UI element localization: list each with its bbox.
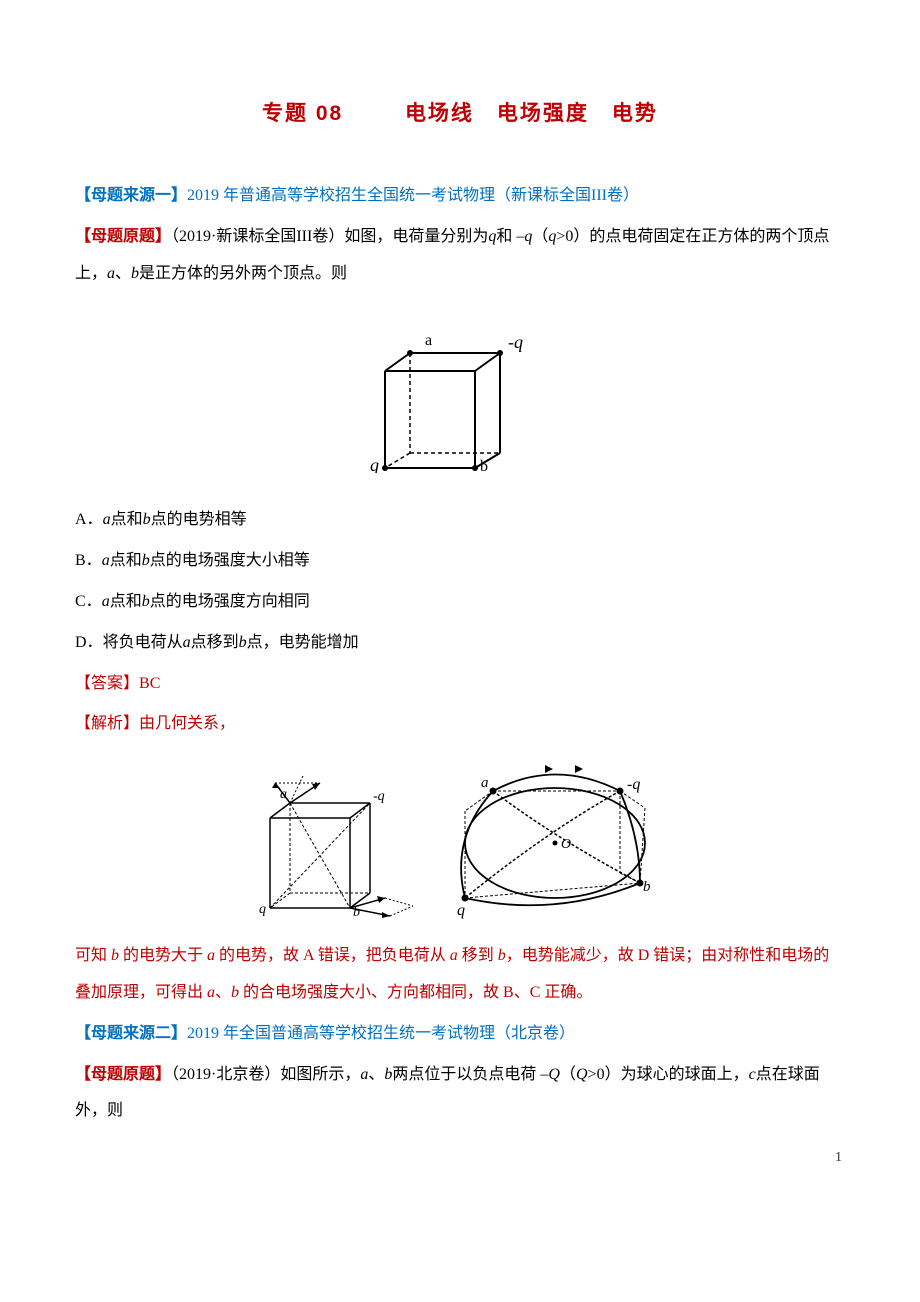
svg-text:b: b [480, 458, 488, 473]
svg-text:O: O [561, 837, 571, 852]
svg-text:a: a [425, 332, 432, 349]
option-a: A．a点和b点的电势相等 [75, 502, 845, 539]
source-one-text: 2019 年普通高等学校招生全国统一考试物理（新课标全国III卷） [187, 187, 639, 204]
source-two: 【母题来源二】2019 年全国普通高等学校招生统一考试物理（北京卷） [75, 1016, 845, 1053]
source-two-label: 【母题来源二】 [75, 1025, 187, 1042]
svg-text:-q: -q [508, 332, 523, 352]
svg-text:q: q [457, 902, 465, 919]
answer-text: BC [139, 675, 160, 692]
analysis-figures: a -q q b O a -q q b [75, 753, 845, 923]
title-main: 电场线 电场强度 电势 [405, 102, 658, 125]
question-one-label: 【母题原题】 [75, 228, 171, 245]
question-two-stem: 【母题原题】（2019·北京卷）如图所示，a、b两点位于以负点电荷 –Q（Q>0… [75, 1057, 845, 1131]
option-b: B．a点和b点的电场强度大小相等 [75, 543, 845, 580]
svg-text:q: q [370, 455, 379, 473]
svg-text:b: b [643, 879, 651, 895]
option-d: D．将负电荷从a点移到b点，电势能增加 [75, 625, 845, 662]
document-title: 专题 08 电场线 电场强度 电势 [75, 90, 845, 138]
svg-text:-q: -q [627, 776, 640, 793]
page-number: 1 [835, 1142, 842, 1174]
source-one-label: 【母题来源一】 [75, 187, 187, 204]
question-two-label: 【母题原题】 [75, 1066, 171, 1083]
svg-text:-q: -q [373, 789, 385, 804]
option-c: C．a点和b点的电场强度方向相同 [75, 584, 845, 621]
analysis-intro: 【解析】由几何关系， [75, 706, 845, 743]
answer-label: 【答案】 [75, 675, 139, 692]
source-two-text: 2019 年全国普通高等学校招生统一考试物理（北京卷） [187, 1025, 575, 1042]
title-prefix: 专题 08 [262, 102, 343, 125]
svg-text:a: a [481, 775, 489, 791]
sphere-diagram: O a -q q b [445, 753, 675, 923]
cube-with-vectors: a -q q b [245, 758, 435, 918]
answer-line: 【答案】BC [75, 666, 845, 703]
source-one: 【母题来源一】2019 年普通高等学校招生全国统一考试物理（新课标全国III卷） [75, 178, 845, 215]
analysis-body: 可知 b 的电势大于 a 的电势，故 A 错误，把负电荷从 a 移到 b，电势能… [75, 938, 845, 1012]
figure-cube: a -q q b [75, 303, 845, 488]
analysis-label: 【解析】 [75, 715, 139, 732]
svg-text:b: b [353, 905, 360, 918]
cube-diagram: a -q q b [370, 303, 550, 473]
svg-text:q: q [259, 902, 266, 917]
svg-text:a: a [280, 787, 287, 802]
question-one-stem: 【母题原题】（2019·新课标全国III卷）如图，电荷量分别为q和 –q（q>0… [75, 219, 845, 293]
question-two-cite: （2019·北京卷） [171, 1066, 280, 1083]
question-one-cite: （2019·新课标全国III卷） [171, 228, 344, 245]
